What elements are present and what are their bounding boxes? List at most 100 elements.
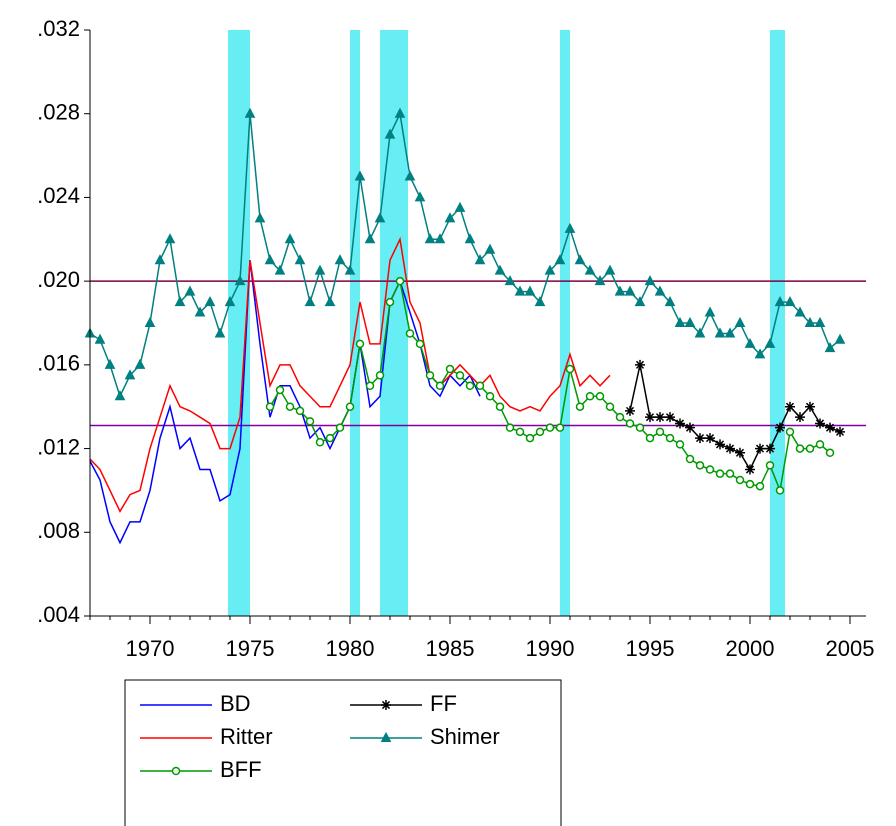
circle-marker (325, 433, 335, 443)
triangle-marker (664, 296, 676, 307)
x-tick-label: 1975 (226, 636, 275, 661)
legend-label: Shimer (430, 724, 500, 749)
asterisk-marker (795, 412, 805, 423)
triangle-marker (644, 275, 656, 286)
triangle-marker (434, 233, 446, 244)
x-tick-label: 2005 (826, 636, 875, 661)
circle-marker (415, 339, 425, 349)
asterisk-marker (735, 447, 745, 458)
y-tick-label: .012 (37, 434, 80, 459)
circle-marker (785, 427, 795, 437)
triangle-marker (380, 731, 392, 742)
asterisk-marker (775, 422, 785, 433)
recession-band (560, 30, 570, 616)
triangle-marker (724, 327, 736, 338)
circle-marker (815, 440, 825, 449)
triangle-marker (274, 264, 286, 275)
asterisk-marker (725, 443, 735, 454)
asterisk-marker (705, 433, 715, 444)
triangle-marker (534, 296, 546, 307)
circle-marker (335, 423, 345, 432)
circle-marker (715, 469, 725, 478)
triangle-marker (604, 264, 616, 275)
asterisk-marker (815, 418, 825, 429)
circle-marker (285, 402, 295, 411)
circle-marker (585, 392, 595, 401)
circle-marker (665, 433, 675, 443)
circle-marker (605, 402, 615, 411)
x-tick-label: 1985 (426, 636, 475, 661)
circle-marker (505, 423, 515, 432)
triangle-marker (354, 170, 366, 181)
triangle-marker (574, 254, 586, 265)
triangle-marker (764, 337, 776, 348)
circle-marker (545, 423, 555, 432)
triangle-marker (124, 369, 136, 380)
triangle-marker (384, 128, 396, 139)
triangle-marker (334, 254, 346, 265)
circle-marker (535, 427, 545, 437)
triangle-marker (774, 296, 786, 307)
circle-marker (745, 479, 755, 489)
circle-marker (565, 364, 575, 374)
triangle-marker (464, 233, 476, 244)
asterisk-marker (825, 422, 835, 433)
triangle-marker (174, 296, 186, 307)
triangle-marker (324, 296, 336, 307)
circle-marker (525, 433, 535, 443)
x-tick-label: 2000 (726, 636, 775, 661)
triangle-marker (444, 212, 456, 223)
circle-marker (405, 329, 415, 338)
asterisk-marker (655, 412, 665, 423)
series-line (89, 111, 841, 399)
triangle-marker (204, 296, 216, 307)
triangle-marker (374, 212, 386, 223)
circle-marker (735, 475, 745, 485)
triangle-marker (754, 348, 766, 359)
triangle-marker (634, 296, 646, 307)
circle-marker (435, 381, 445, 391)
triangle-marker (94, 333, 106, 344)
triangle-marker (264, 254, 276, 265)
triangle-marker (184, 285, 196, 296)
asterisk-marker (835, 426, 845, 437)
x-tick-label: 1980 (326, 636, 375, 661)
circle-marker (275, 385, 285, 395)
circle-marker (795, 444, 805, 453)
triangle-marker (254, 212, 266, 223)
triangle-marker (624, 285, 636, 296)
circle-marker (171, 766, 181, 776)
circle-marker (445, 364, 455, 374)
triangle-marker (364, 233, 376, 244)
legend-label: Ritter (220, 724, 273, 749)
recession-band (228, 30, 250, 616)
triangle-marker (314, 264, 326, 275)
circle-marker (755, 481, 765, 491)
triangle-marker (594, 275, 606, 286)
triangle-marker (414, 191, 426, 202)
x-tick-label: 1970 (126, 636, 175, 661)
circle-marker (475, 381, 485, 391)
legend: BD FF Ritter Shimer BFF (140, 691, 500, 782)
circle-marker (375, 371, 385, 380)
asterisk-marker (715, 439, 725, 450)
triangle-marker (404, 170, 416, 181)
triangle-marker (824, 342, 836, 353)
circle-marker (265, 402, 275, 411)
triangle-marker (154, 254, 166, 265)
triangle-marker (514, 285, 526, 296)
asterisk-marker (765, 443, 775, 454)
triangle-marker (214, 327, 226, 338)
triangle-marker (694, 327, 706, 338)
legend-box (124, 679, 562, 826)
circle-marker (635, 423, 645, 432)
circle-marker (305, 417, 315, 426)
triangle-marker (244, 107, 256, 118)
asterisk-marker (625, 405, 635, 416)
triangle-marker (544, 264, 556, 275)
triangle-marker (804, 316, 816, 327)
asterisk-marker (381, 700, 391, 710)
recession-band (770, 30, 785, 616)
circle-marker (425, 371, 435, 380)
